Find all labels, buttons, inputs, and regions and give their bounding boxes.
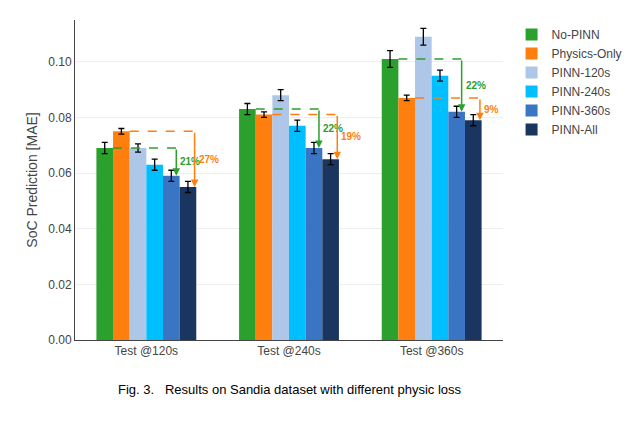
svg-text:Test @360s: Test @360s bbox=[400, 344, 464, 358]
svg-text:No-PINN: No-PINN bbox=[552, 28, 600, 42]
svg-text:9%: 9% bbox=[484, 104, 499, 115]
svg-text:PINN-All: PINN-All bbox=[552, 123, 598, 137]
svg-text:0.06: 0.06 bbox=[48, 166, 72, 180]
svg-text:0.10: 0.10 bbox=[48, 55, 72, 69]
svg-text:Physics-Only: Physics-Only bbox=[552, 47, 622, 61]
svg-text:0.02: 0.02 bbox=[48, 278, 72, 292]
svg-text:PINN-240s: PINN-240s bbox=[552, 85, 611, 99]
svg-text:0.00: 0.00 bbox=[48, 333, 72, 347]
svg-text:PINN-120s: PINN-120s bbox=[552, 66, 611, 80]
svg-text:0.04: 0.04 bbox=[48, 222, 72, 236]
svg-text:21%: 21% bbox=[180, 156, 200, 167]
svg-text:19%: 19% bbox=[341, 131, 361, 142]
svg-text:SoC Prediction [MAE]: SoC Prediction [MAE] bbox=[24, 112, 40, 247]
svg-text:0.08: 0.08 bbox=[48, 111, 72, 125]
svg-text:Test @240s: Test @240s bbox=[257, 344, 321, 358]
svg-text:22%: 22% bbox=[466, 80, 486, 91]
svg-text:Test @120s: Test @120s bbox=[115, 344, 179, 358]
svg-text:PINN-360s: PINN-360s bbox=[552, 104, 611, 118]
svg-text:27%: 27% bbox=[199, 154, 219, 165]
svg-text:22%: 22% bbox=[323, 123, 343, 134]
svg-text:Fig. 3. Results on Sandia da: Fig. 3. Results on Sandia dataset with d… bbox=[118, 382, 461, 397]
